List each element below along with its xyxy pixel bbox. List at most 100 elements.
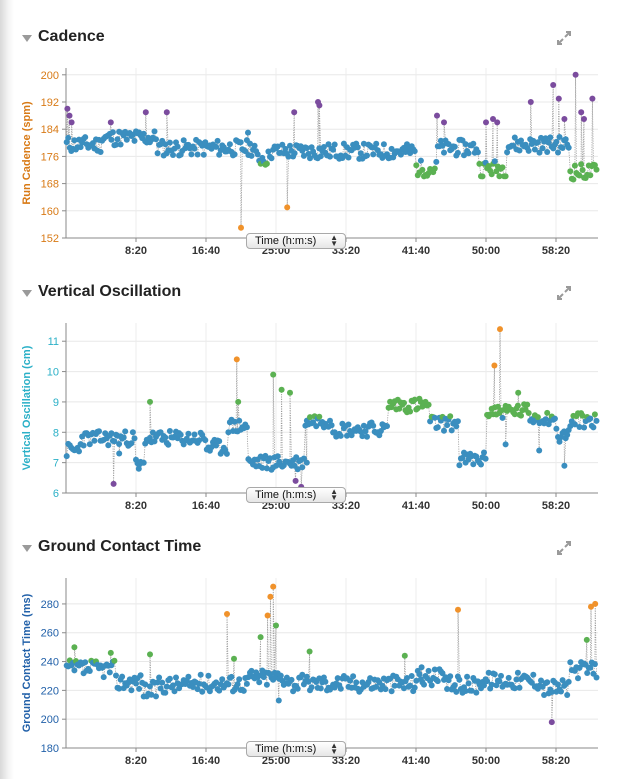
x-tick-label: 50:00 [472, 500, 500, 512]
data-point [199, 688, 206, 695]
data-point [551, 415, 558, 422]
time-axis-select[interactable]: Time (h:m:s) ▲ ▼ [246, 741, 346, 757]
data-point [350, 673, 357, 680]
data-point [474, 149, 481, 156]
data-point [465, 150, 472, 157]
data-point [425, 401, 432, 408]
expand-arrows-icon[interactable] [556, 540, 572, 556]
data-point [587, 172, 594, 179]
time-axis-select[interactable]: Time (h:m:s) ▲ ▼ [246, 487, 346, 503]
ground-contact-time-panel: Ground Contact Time 180 200 220 240 260 280 8:… [0, 538, 634, 770]
data-point [226, 141, 233, 148]
data-point [384, 423, 390, 430]
data-point [441, 427, 447, 434]
data-point [481, 682, 487, 689]
data-point [190, 684, 196, 690]
time-select-label: Time (h:m:s) [255, 489, 317, 501]
data-point [228, 673, 235, 680]
data-point [493, 682, 500, 689]
expand-arrows-icon[interactable] [556, 285, 572, 301]
data-point [511, 411, 518, 418]
data-point [347, 677, 354, 684]
data-point [328, 422, 335, 429]
data-point [251, 142, 258, 149]
data-point [484, 678, 491, 685]
y-tick-label: 240 [41, 657, 59, 669]
data-point [108, 430, 115, 437]
data-point [454, 418, 461, 425]
triangle-down-icon[interactable] [22, 35, 32, 42]
data-point [100, 674, 107, 681]
data-point [380, 141, 387, 148]
data-point [307, 155, 313, 162]
data-point [317, 153, 324, 160]
data-point [216, 438, 223, 445]
triangle-down-icon[interactable] [22, 545, 32, 552]
cadence-title: Cadence [38, 28, 105, 45]
data-point [71, 667, 78, 674]
data-point [327, 417, 333, 424]
data-point [461, 152, 467, 159]
data-point [433, 158, 440, 165]
vertical-oscillation-chart: 6 7 8 9 10 11 8:20 16:40 25:00 33:20 41:40 50:00 58:… [21, 323, 600, 512]
data-point [498, 672, 504, 679]
data-point [572, 71, 579, 78]
data-point [567, 168, 574, 175]
data-point [259, 464, 266, 471]
x-tick-label: 25:00 [262, 500, 290, 512]
data-point [588, 603, 594, 610]
data-point [128, 440, 135, 447]
data-point [119, 673, 126, 680]
data-point [331, 141, 338, 148]
data-point [476, 160, 483, 167]
data-point [260, 674, 267, 681]
y-tick-label: 160 [41, 206, 59, 218]
time-axis-select[interactable]: Time (h:m:s) ▲ ▼ [246, 233, 346, 249]
data-point [447, 413, 454, 420]
triangle-down-icon[interactable] [22, 290, 32, 297]
data-point [194, 686, 201, 693]
data-point [556, 134, 563, 140]
y-axis-label: Run Cadence (spm) [21, 101, 33, 205]
data-point [434, 678, 441, 685]
data-point [592, 600, 599, 607]
data-point [354, 144, 361, 151]
data-point [196, 437, 203, 444]
data-point [470, 140, 477, 147]
data-point [482, 455, 489, 462]
data-point [303, 459, 310, 466]
data-point [123, 136, 130, 143]
x-tick-label: 8:20 [125, 245, 147, 257]
data-point [561, 116, 568, 122]
data-point [109, 129, 116, 136]
data-point [116, 685, 123, 692]
y-tick-label: 200 [41, 714, 59, 726]
data-point [191, 145, 198, 152]
data-point [514, 669, 521, 676]
data-point [491, 362, 498, 369]
data-point [473, 689, 480, 696]
data-point [219, 676, 226, 683]
data-point [285, 153, 292, 160]
data-point [401, 685, 407, 692]
data-point [110, 480, 117, 487]
data-point [556, 438, 563, 445]
data-point [71, 644, 78, 651]
x-tick-label: 16:40 [192, 245, 220, 257]
data-point [265, 148, 272, 155]
expand-arrows-icon[interactable] [556, 30, 572, 46]
data-point [511, 134, 518, 141]
data-point [288, 676, 295, 683]
data-point [485, 163, 492, 169]
data-point [253, 669, 260, 676]
x-tick-label: 16:40 [192, 500, 220, 512]
data-point [488, 171, 495, 178]
x-tick-label: 8:20 [125, 755, 147, 767]
data-point [496, 678, 503, 685]
data-point [344, 432, 350, 439]
data-point [66, 112, 73, 119]
data-point [499, 414, 506, 421]
data-point [455, 606, 461, 613]
data-point [291, 150, 298, 157]
data-point [147, 398, 153, 405]
